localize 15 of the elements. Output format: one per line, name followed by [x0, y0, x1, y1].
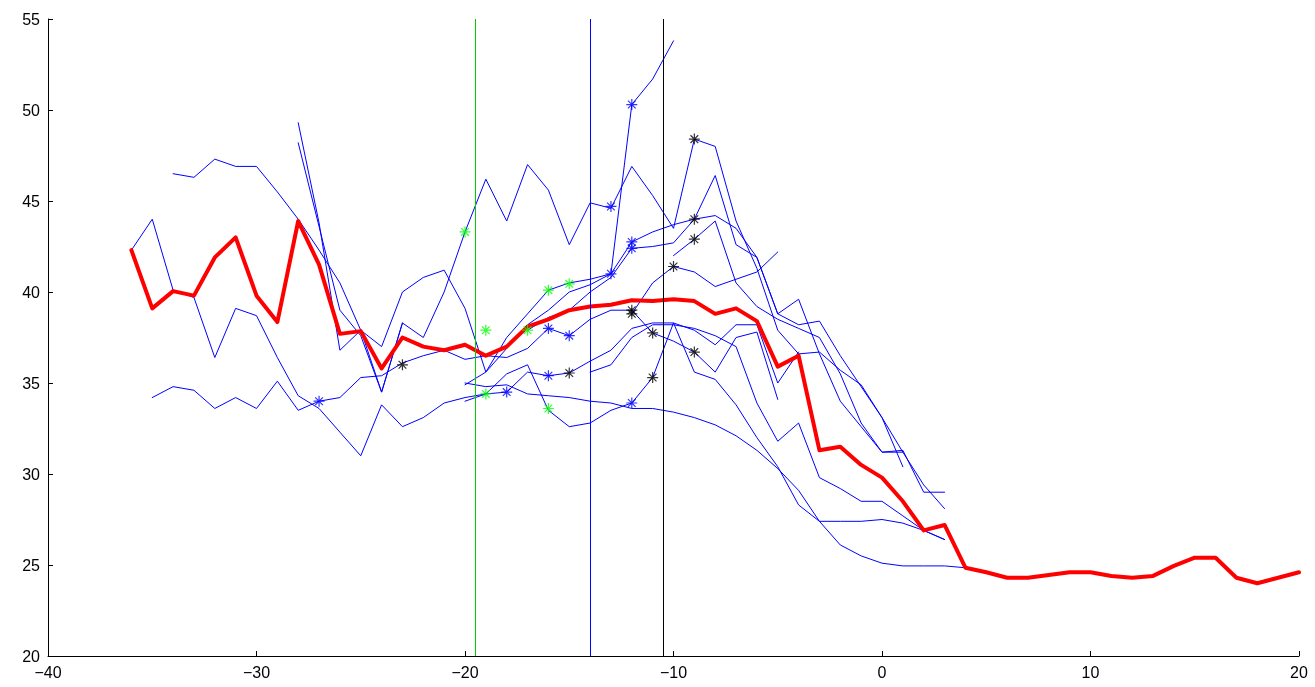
- y-tick-label: 20: [22, 647, 41, 665]
- y-tick-label: 35: [22, 374, 41, 392]
- y-tick-label: 45: [22, 192, 41, 210]
- x-tick-label: 10: [1081, 663, 1100, 681]
- y-tick-label: 50: [22, 101, 41, 119]
- y-tick-label: 25: [22, 556, 41, 574]
- x-tick-label: −30: [242, 663, 271, 681]
- x-tick-label: −10: [659, 663, 688, 681]
- x-tick-label: 20: [1290, 663, 1308, 681]
- x-tick-label: 0: [877, 663, 887, 681]
- x-tick-label: −40: [34, 663, 62, 681]
- x-tick-label: −20: [451, 663, 479, 681]
- y-tick-label: 30: [22, 465, 41, 483]
- y-tick-label: 55: [22, 10, 41, 28]
- y-tick-label: 40: [22, 283, 41, 301]
